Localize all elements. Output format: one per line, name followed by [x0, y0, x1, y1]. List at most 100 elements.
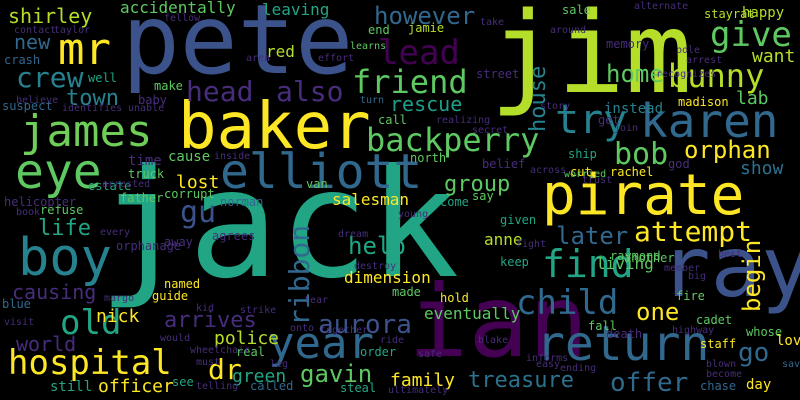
word: god	[668, 157, 690, 171]
word: every	[100, 227, 131, 238]
word: refuse	[40, 203, 84, 217]
word: living	[596, 254, 654, 273]
word: fight	[516, 239, 547, 250]
word: orphanage	[116, 239, 182, 253]
word: truck	[128, 167, 165, 181]
word: given	[500, 213, 537, 227]
word: learns	[350, 41, 387, 52]
word: made	[392, 285, 421, 299]
word: show	[740, 158, 784, 179]
word: turn	[360, 95, 385, 106]
word: old	[60, 303, 122, 343]
word: ending	[560, 363, 597, 374]
word: arrested	[102, 179, 151, 190]
word: named	[164, 277, 201, 291]
word: around	[550, 25, 587, 36]
word: lost	[176, 172, 220, 193]
word: eventually	[424, 304, 521, 323]
word: say	[472, 189, 494, 203]
word: crew	[16, 61, 84, 94]
word: strike	[240, 305, 277, 316]
word: anne	[484, 230, 523, 249]
word: year	[268, 318, 374, 369]
word: dream	[338, 229, 369, 240]
word: onto	[290, 323, 315, 334]
word: blue	[2, 297, 31, 311]
word: try	[555, 97, 628, 143]
word: agrees	[212, 229, 256, 243]
word: norman	[220, 195, 264, 209]
word: stayrat	[704, 7, 755, 21]
word: leg	[270, 359, 289, 370]
word: tear	[304, 295, 329, 306]
word: van	[306, 177, 328, 191]
word: raymond	[610, 249, 661, 263]
word: happy	[742, 5, 785, 21]
word: elliott	[220, 144, 423, 200]
word: house	[526, 65, 551, 132]
word: fellow	[164, 13, 201, 24]
word: make	[154, 79, 183, 93]
word: area	[246, 53, 271, 64]
word: causing	[12, 280, 97, 304]
word: together	[320, 325, 369, 336]
word: become	[706, 369, 743, 380]
word: want	[752, 46, 796, 67]
word: one	[636, 298, 680, 326]
word: dr	[208, 353, 242, 386]
word: ride	[380, 335, 405, 346]
word: ray	[660, 218, 800, 316]
word: arrest	[686, 55, 723, 66]
word: madison	[678, 95, 729, 109]
word: gavin	[300, 360, 373, 388]
word: telling	[196, 381, 239, 392]
word: rachel	[610, 165, 654, 179]
word: day	[746, 377, 772, 393]
word: steal	[340, 381, 377, 395]
word: lab	[736, 88, 769, 109]
word: blown	[706, 359, 737, 370]
word: officer	[98, 376, 174, 397]
word: join	[614, 123, 639, 134]
word: would	[160, 333, 191, 344]
word: orphan	[684, 136, 771, 164]
word: belief	[482, 157, 526, 171]
word: saving	[782, 359, 800, 370]
word: end	[368, 23, 390, 37]
word: later	[556, 222, 629, 250]
word: cadet	[696, 313, 733, 327]
word: north	[410, 151, 447, 165]
word: ian	[408, 263, 589, 380]
word: lead	[378, 33, 460, 73]
word: help	[348, 232, 406, 260]
word: book	[16, 207, 41, 218]
word: new	[14, 30, 51, 54]
word: guide	[152, 289, 189, 303]
word: well	[88, 71, 117, 85]
word: trust	[582, 175, 613, 186]
word: worried	[564, 169, 607, 180]
word: james	[20, 106, 153, 157]
word: secret	[472, 125, 509, 136]
word: bob	[614, 137, 669, 172]
word: hospital	[8, 343, 172, 383]
word: crash	[4, 53, 41, 67]
word: however	[374, 2, 476, 30]
word: green	[232, 366, 287, 387]
word: helicopter	[4, 195, 77, 209]
word: big	[688, 271, 707, 282]
word: fire	[676, 289, 705, 303]
word: head	[186, 75, 254, 108]
word: street	[476, 67, 520, 81]
word: get	[598, 113, 620, 127]
word: order	[360, 345, 397, 359]
word: life	[38, 216, 91, 241]
word: cause	[168, 149, 211, 165]
word: pirate	[542, 163, 745, 228]
word: find	[542, 242, 634, 286]
word: kid	[196, 303, 215, 314]
word: eye	[15, 144, 102, 200]
word: real	[236, 345, 265, 359]
word: world	[16, 332, 77, 356]
